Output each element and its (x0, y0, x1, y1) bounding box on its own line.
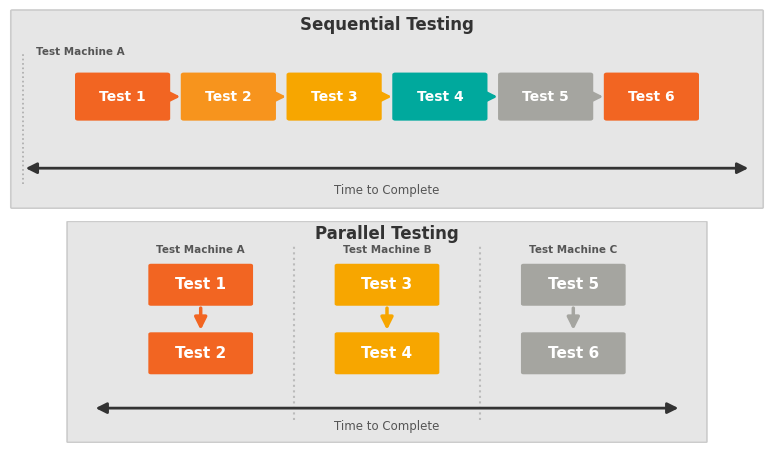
Text: Test 2: Test 2 (175, 346, 226, 361)
Text: Parallel Testing: Parallel Testing (315, 225, 459, 243)
FancyBboxPatch shape (181, 72, 276, 121)
FancyBboxPatch shape (334, 332, 440, 374)
FancyBboxPatch shape (392, 72, 488, 121)
FancyBboxPatch shape (334, 264, 440, 306)
Text: Sequential Testing: Sequential Testing (300, 16, 474, 34)
FancyBboxPatch shape (498, 72, 593, 121)
Text: Test 1: Test 1 (99, 90, 146, 104)
FancyBboxPatch shape (521, 264, 625, 306)
FancyBboxPatch shape (521, 332, 625, 374)
Text: Test 3: Test 3 (311, 90, 358, 104)
Text: Test Machine B: Test Machine B (343, 245, 431, 255)
Text: Time to Complete: Time to Complete (334, 420, 440, 433)
Text: Test 2: Test 2 (205, 90, 252, 104)
Text: Test Machine A: Test Machine A (36, 46, 125, 57)
FancyBboxPatch shape (286, 72, 382, 121)
FancyBboxPatch shape (149, 332, 253, 374)
FancyBboxPatch shape (67, 221, 707, 442)
Text: Test 4: Test 4 (416, 90, 464, 104)
Text: Test Machine A: Test Machine A (156, 245, 245, 255)
Text: Test 6: Test 6 (628, 90, 675, 104)
Text: Test 6: Test 6 (548, 346, 599, 361)
FancyBboxPatch shape (604, 72, 699, 121)
Text: Time to Complete: Time to Complete (334, 184, 440, 197)
Text: Test 1: Test 1 (175, 277, 226, 292)
Text: Test 4: Test 4 (361, 346, 413, 361)
Text: Test 5: Test 5 (522, 90, 569, 104)
FancyBboxPatch shape (11, 10, 763, 208)
Text: Test 5: Test 5 (548, 277, 599, 292)
Text: Test 3: Test 3 (361, 277, 413, 292)
FancyBboxPatch shape (75, 72, 170, 121)
FancyBboxPatch shape (149, 264, 253, 306)
Text: Test Machine C: Test Machine C (529, 245, 618, 255)
